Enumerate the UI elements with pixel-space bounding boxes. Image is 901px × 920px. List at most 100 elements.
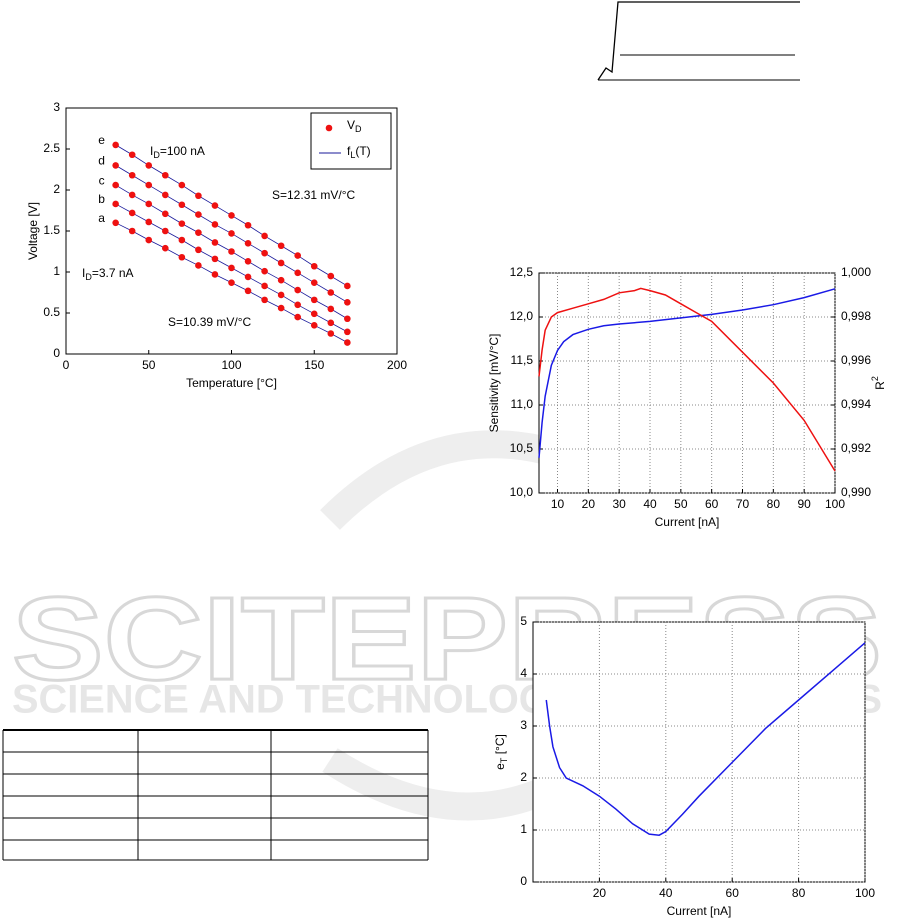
x-axis-label: Temperature [°C] [186,376,277,390]
annotation: S=12.31 mV/°C [272,188,356,202]
x-tick-label: 80 [767,497,781,511]
data-point [145,162,153,169]
x-tick-label: 90 [797,497,811,511]
data-point [195,246,202,254]
x-tick-label: 80 [792,886,806,900]
x-tick-label: 40 [659,886,673,900]
data-point [277,304,285,312]
data-line [545,642,866,836]
sqrt-sign [597,1,800,81]
data-point [128,151,136,159]
y-tick-label: 0 [53,346,60,360]
y-axis-label: Sensitivity [mV/°C] [487,334,501,433]
data-point [228,248,235,255]
series-label: c [99,173,105,187]
legend-label-part: (T) [355,144,370,158]
y2-axis-label-part: 2 [870,376,880,381]
data-point [228,230,235,237]
legend-box [310,112,392,170]
x-tick-label: 50 [142,358,156,372]
data-point [261,249,268,257]
y-tick-label: 12,5 [510,265,534,279]
x-tick-label: 40 [643,497,657,511]
annotation-part: I [150,144,153,158]
data-point [128,227,136,235]
data-point [195,229,202,236]
y2-tick-label: 0,992 [841,441,871,455]
data-point [211,221,219,228]
y-axis-label-part: [°C] [493,734,507,757]
data-point [294,269,302,277]
x-tick-label: 20 [593,886,607,900]
y2-tick-label: 0,994 [841,397,871,411]
y-tick-label: 2 [520,770,527,784]
data-point [310,322,318,329]
x-axis-label: Current [nA] [667,904,732,918]
data-point [228,212,235,219]
legend-marker [325,124,333,132]
table [2,729,429,861]
y-tick-label: 0 [520,874,527,888]
data-point [128,171,136,179]
data-point [244,240,252,247]
x-tick-label: 0 [63,358,70,372]
series-label: e [98,133,105,147]
data-point [344,328,351,336]
data-point [228,279,235,286]
data-point [178,201,186,209]
y2-tick-label: 0,990 [841,485,871,499]
legend-label: VD [347,118,362,134]
data-point [211,239,219,246]
annotation: ID=3.7 nA [82,266,134,282]
x-tick-label: 60 [705,497,719,511]
data-point [344,339,351,346]
y-tick-label: 0.5 [43,305,60,319]
annotation: S=10.39 mV/°C [168,315,252,329]
data-point [327,330,335,337]
data-point [112,200,119,208]
data-point [195,262,202,269]
y-tick-label: 11,0 [511,397,534,411]
data-point [112,141,119,149]
annotation-part: =100 nA [160,144,205,158]
series-label: a [98,211,105,225]
data-point [310,262,318,270]
data-point [128,191,136,199]
legend-label-part: L [350,150,355,160]
data-point [178,253,186,261]
y-tick-label: 2.5 [43,141,60,155]
x-tick-label: 50 [674,497,688,511]
x-tick-label: 60 [726,886,740,900]
y-tick-label: 3 [53,100,60,114]
x-tick-label: 10 [551,497,565,511]
y-tick-label: 1.5 [43,223,60,237]
x-tick-label: 150 [304,358,324,372]
data-point [294,252,302,259]
annotation-part: =3.7 nA [92,266,134,280]
data-point [344,315,351,323]
data-point [244,287,252,295]
data-point [178,236,186,244]
legend-label-part: f [347,144,351,158]
data-point [195,192,202,200]
data-point [294,313,302,321]
data-point [162,244,169,252]
data-line [538,288,836,458]
data-point [277,291,285,299]
y-tick-label: 10,0 [510,485,534,499]
data-point [327,305,335,313]
data-point [277,259,285,267]
data-point [112,162,119,169]
y-axis-label: Voltage [V] [26,202,40,260]
data-point [327,272,335,280]
data-point [327,319,335,327]
data-point [162,227,169,235]
data-point [128,209,136,217]
data-point [244,221,252,229]
data-point [261,282,268,290]
y-tick-label: 11,5 [511,353,534,367]
data-point [178,181,186,189]
data-point [310,310,318,318]
data-point [162,191,169,199]
data-point [112,181,119,189]
